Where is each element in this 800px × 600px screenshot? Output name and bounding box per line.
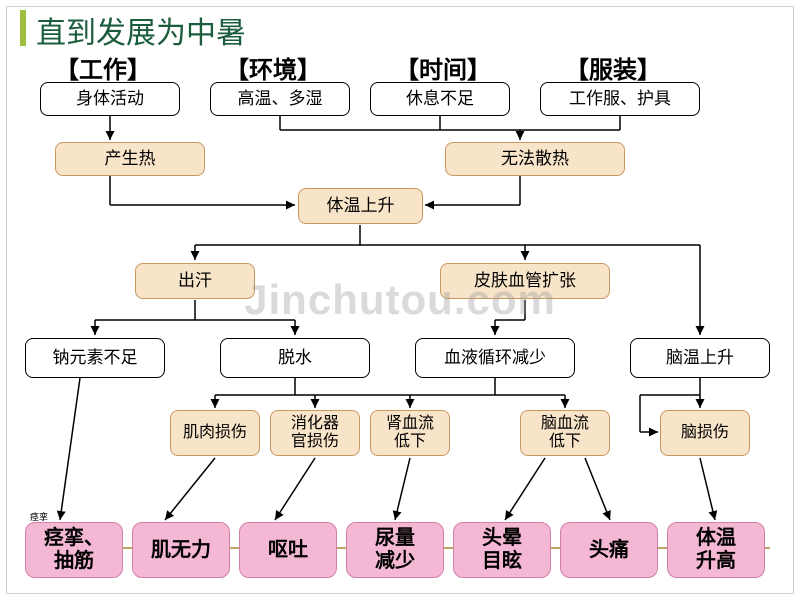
symptom-dizzy: 头晕 目眩 xyxy=(453,522,551,578)
symptom-body-temp-high: 体温 升高 xyxy=(667,522,765,578)
node-dehydration: 脱水 xyxy=(220,338,370,378)
node-work-clothes: 工作服、护具 xyxy=(540,82,700,116)
node-body-activity: 身体活动 xyxy=(40,82,180,116)
title-bar-icon xyxy=(20,10,26,46)
header-cloth: 【服装】 xyxy=(565,50,661,85)
node-kidney-flow: 肾血流 低下 xyxy=(370,410,450,456)
node-sodium-lack: 钠元素不足 xyxy=(25,338,165,378)
node-digest-injury: 消化器 官损伤 xyxy=(270,410,360,456)
symptom-vomit: 呕吐 xyxy=(239,522,337,578)
node-sweat: 出汗 xyxy=(135,263,255,299)
page-title: 直到发展为中暑 xyxy=(36,8,246,52)
node-brain-injury: 脑损伤 xyxy=(660,410,750,456)
header-time: 【时间】 xyxy=(395,50,491,85)
node-high-temp: 高温、多湿 xyxy=(210,82,350,116)
node-brain-temp: 脑温上升 xyxy=(630,338,770,378)
node-skin-vessel: 皮肤血管扩张 xyxy=(440,263,610,299)
node-rest-lack: 休息不足 xyxy=(370,82,510,116)
header-env: 【环境】 xyxy=(225,50,321,85)
node-brain-flow: 脑血流 低下 xyxy=(520,410,610,456)
symptom-urine-less: 尿量 减少 xyxy=(346,522,444,578)
symptom-muscle-weak: 肌无力 xyxy=(132,522,230,578)
node-cant-dissipate: 无法散热 xyxy=(445,142,625,176)
node-produce-heat: 产生热 xyxy=(55,142,205,176)
symptom-spasm: 痉挛、 抽筋 xyxy=(25,522,123,578)
symptom-headache: 头痛 xyxy=(560,522,658,578)
node-blood-circ: 血液循环减少 xyxy=(415,338,575,378)
node-temp-rise: 体温上升 xyxy=(298,188,423,224)
header-work: 【工作】 xyxy=(55,50,151,85)
node-muscle-injury: 肌肉损伤 xyxy=(170,410,260,456)
